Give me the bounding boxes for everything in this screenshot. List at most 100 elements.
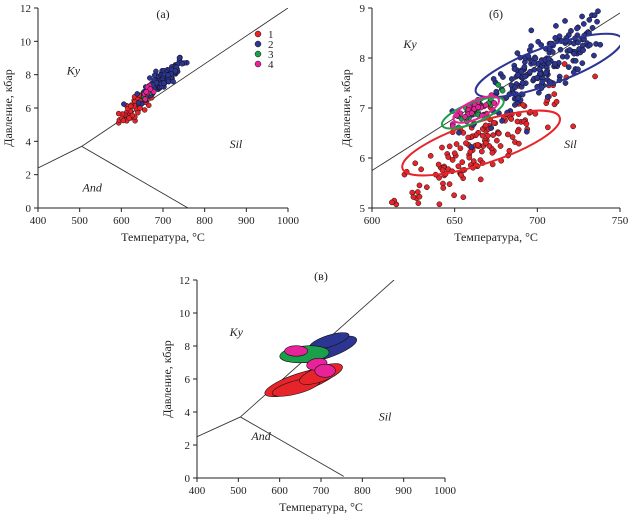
data-point bbox=[427, 152, 434, 159]
y-tick-label: 0 bbox=[26, 203, 32, 215]
data-point bbox=[478, 148, 485, 155]
x-tick-label: 1000 bbox=[434, 485, 457, 497]
data-point bbox=[147, 75, 153, 81]
x-axis-label: Температура, °C bbox=[279, 500, 363, 514]
data-point bbox=[528, 27, 535, 34]
data-point bbox=[591, 52, 597, 59]
data-point bbox=[446, 143, 453, 150]
y-tick-label: 10 bbox=[20, 36, 32, 48]
series-2-points bbox=[449, 8, 626, 150]
data-point bbox=[467, 148, 474, 155]
data-point bbox=[504, 131, 511, 138]
data-point bbox=[491, 100, 498, 106]
y-tick-label: 8 bbox=[360, 53, 366, 65]
legend-marker-2 bbox=[254, 40, 262, 48]
data-point bbox=[511, 66, 518, 72]
data-point bbox=[415, 200, 422, 207]
data-point bbox=[393, 207, 396, 208]
data-point bbox=[531, 60, 537, 66]
data-point bbox=[179, 60, 185, 67]
data-point bbox=[120, 117, 127, 124]
x-tick-label: 700 bbox=[529, 215, 546, 227]
data-point bbox=[495, 81, 502, 88]
data-point bbox=[570, 123, 576, 130]
field-label-sil: Sil bbox=[230, 137, 243, 151]
data-point bbox=[465, 134, 472, 141]
data-point bbox=[440, 185, 447, 191]
data-point bbox=[416, 182, 423, 189]
data-point bbox=[439, 167, 446, 174]
x-tick-label: 900 bbox=[395, 485, 412, 497]
data-point bbox=[490, 76, 497, 82]
phase-boundary-line bbox=[81, 8, 288, 147]
data-point bbox=[500, 74, 506, 80]
y-tick-label: 9 bbox=[360, 3, 366, 15]
y-tick-label: 6 bbox=[26, 103, 32, 115]
data-point bbox=[508, 76, 515, 82]
data-point bbox=[165, 78, 172, 85]
data-point bbox=[115, 110, 122, 117]
field-label-ky: Ky bbox=[402, 37, 417, 51]
data-point bbox=[508, 116, 515, 122]
data-point bbox=[544, 124, 551, 131]
legend-label-3: 3 bbox=[268, 49, 274, 61]
data-point bbox=[514, 118, 521, 125]
data-point bbox=[484, 132, 491, 139]
data-point bbox=[483, 102, 489, 108]
data-point bbox=[414, 189, 421, 195]
data-point bbox=[434, 224, 439, 229]
data-point bbox=[410, 194, 417, 200]
data-point bbox=[439, 144, 445, 151]
data-point bbox=[580, 47, 587, 54]
chart-title: (б) bbox=[489, 7, 503, 21]
data-point bbox=[564, 53, 570, 60]
series-4-points bbox=[141, 82, 157, 102]
data-point bbox=[141, 107, 148, 113]
data-point bbox=[621, 36, 626, 41]
data-point bbox=[451, 150, 458, 157]
data-point bbox=[493, 88, 500, 95]
chart-panel-b: 600 650 700 750 5 6 7 8 9 Температура, °C Давление… bbox=[339, 3, 629, 244]
data-point bbox=[161, 80, 167, 86]
data-point bbox=[522, 73, 529, 80]
legend-marker-3 bbox=[254, 50, 262, 58]
y-tick-label: 10 bbox=[179, 308, 191, 320]
data-point bbox=[536, 89, 542, 96]
legend-label-4: 4 bbox=[268, 59, 274, 71]
y-tick-label: 2 bbox=[26, 170, 32, 182]
data-point bbox=[463, 140, 469, 147]
data-point bbox=[126, 115, 132, 121]
x-tick-label: 1000 bbox=[277, 215, 300, 227]
data-point bbox=[534, 74, 541, 81]
data-point bbox=[586, 17, 593, 23]
data-point bbox=[551, 91, 558, 97]
data-point bbox=[523, 120, 530, 127]
data-point bbox=[571, 50, 577, 57]
y-axis-label: Давление, кбар bbox=[1, 69, 15, 146]
data-point bbox=[497, 143, 504, 149]
data-point bbox=[457, 145, 464, 152]
data-point bbox=[579, 13, 585, 20]
data-point bbox=[488, 125, 495, 131]
data-point bbox=[462, 114, 468, 120]
ellipse-series-4 bbox=[284, 345, 309, 357]
y-tick-label: 2 bbox=[185, 440, 191, 452]
y-tick-label: 5 bbox=[360, 203, 366, 215]
data-point bbox=[451, 192, 457, 199]
data-point bbox=[575, 39, 581, 46]
data-point bbox=[545, 55, 552, 62]
data-point bbox=[515, 71, 521, 78]
data-point bbox=[499, 87, 506, 94]
data-point bbox=[592, 73, 598, 80]
plot-area bbox=[38, 8, 288, 208]
data-point bbox=[514, 50, 521, 56]
y-tick-label: 12 bbox=[179, 275, 190, 287]
series-1-points bbox=[389, 61, 598, 229]
data-point bbox=[456, 129, 462, 136]
data-point bbox=[475, 104, 481, 111]
legend-marker-1 bbox=[254, 30, 262, 38]
data-point bbox=[420, 207, 424, 208]
data-point bbox=[562, 80, 569, 86]
data-point bbox=[135, 109, 141, 116]
